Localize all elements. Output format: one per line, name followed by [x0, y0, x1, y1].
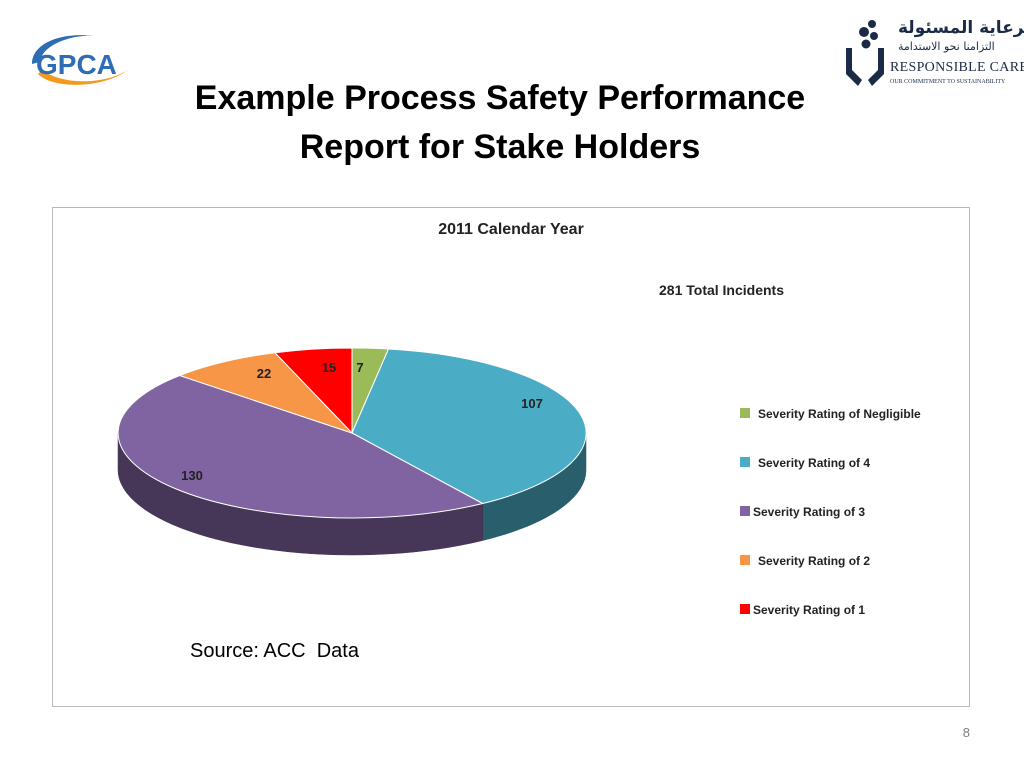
slide-title-line-1: Example Process Safety Performance — [194, 79, 806, 117]
pie-chart: 2011 Calendar Year 281 Total Incidents 7 10… — [117, 221, 921, 617]
rc-arabic-name: الرعاية المسئولة — [898, 18, 1024, 38]
data-label-4: 15 — [322, 360, 336, 375]
legend-swatch-4 — [740, 604, 750, 614]
legend-label-0: Severity Rating of Negligible — [758, 407, 921, 421]
pie-slice-1 — [351, 348, 587, 505]
legend-swatch-1 — [740, 457, 750, 467]
legend-label-4: Severity Rating of 1 — [753, 603, 865, 617]
rc-english-name: RESPONSIBLE CARE® — [890, 60, 1024, 75]
legend-swatch-2 — [740, 506, 750, 516]
slide-title-line-2: Report for Stake Holders — [299, 128, 701, 166]
pie-slice-4 — [273, 347, 353, 435]
page-number: 8 — [962, 725, 970, 740]
legend-label-3: Severity Rating of 2 — [758, 554, 870, 568]
slide-title: Example Process Safety Performance Repor… — [130, 74, 870, 172]
gpca-logo-text: GPCA — [36, 49, 117, 80]
responsible-care-hands-icon — [846, 20, 884, 86]
gpca-logo-graphic: GPCA — [32, 35, 128, 85]
data-label-1: 107 — [521, 396, 543, 411]
legend-label-1: Severity Rating of 4 — [758, 456, 870, 470]
responsible-care-logo: الرعاية المسئولة التزامنا نحو الاستدامة … — [842, 18, 1024, 92]
gpca-logo: GPCA — [24, 30, 136, 92]
pie-slice-2 — [117, 374, 485, 519]
source-note: Source: ACC Data — [190, 640, 359, 662]
data-label-3: 22 — [257, 366, 271, 381]
rc-english-tagline: OUR COMMITMENT TO SUSTAINABILITY — [890, 79, 1006, 85]
chart-annotation: 281 Total Incidents — [659, 282, 784, 298]
data-label-2: 130 — [181, 468, 203, 483]
pie-slice-3 — [178, 352, 353, 434]
data-label-0: 7 — [356, 360, 363, 375]
legend-swatch-3 — [740, 555, 750, 565]
chart-title: 2011 Calendar Year — [438, 221, 584, 238]
rc-arabic-tagline: التزامنا نحو الاستدامة — [898, 40, 995, 53]
legend-swatch-0 — [740, 408, 750, 418]
legend-label-2: Severity Rating of 3 — [753, 505, 865, 519]
